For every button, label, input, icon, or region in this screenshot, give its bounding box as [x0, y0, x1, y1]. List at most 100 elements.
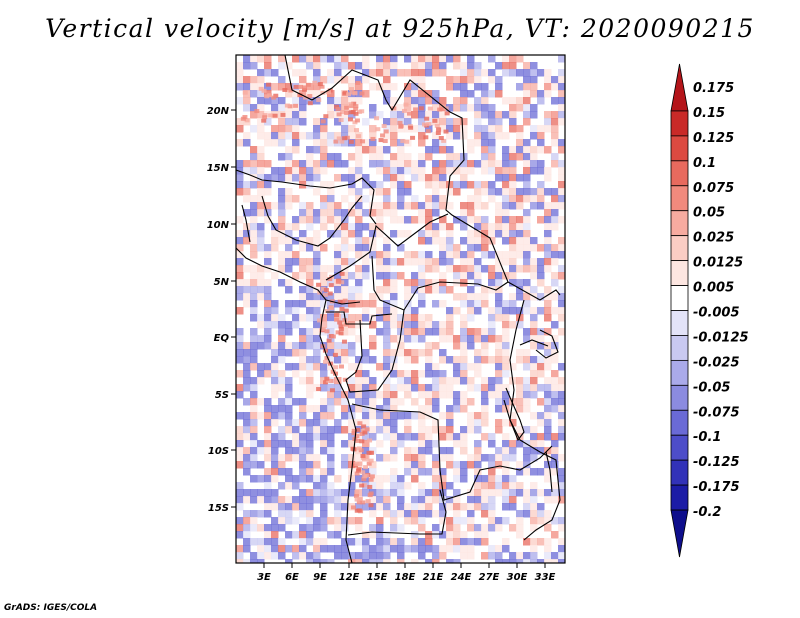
field-cell	[558, 111, 565, 119]
field-cell	[509, 202, 517, 210]
field-cell	[523, 195, 531, 203]
field-cell	[299, 258, 307, 266]
field-cell	[359, 483, 365, 488]
field-cell	[404, 83, 412, 91]
field-cell	[341, 552, 349, 560]
field-cell	[558, 384, 565, 392]
field-cell	[474, 132, 482, 140]
colorbar-swatch	[670, 63, 689, 112]
field-cell	[348, 272, 356, 280]
field-cell	[334, 321, 342, 329]
field-cell	[341, 339, 347, 344]
field-cell	[404, 160, 412, 168]
field-cell	[250, 363, 258, 371]
field-cell	[327, 202, 335, 210]
field-cell	[551, 244, 559, 252]
field-cell	[362, 223, 370, 231]
field-cell	[320, 90, 326, 95]
field-cell	[320, 202, 328, 210]
field-cell	[432, 69, 440, 77]
field-cell	[250, 125, 258, 133]
field-cell	[404, 97, 412, 105]
field-cell	[537, 363, 545, 371]
field-cell	[418, 468, 426, 476]
field-cell	[516, 482, 524, 490]
field-cell	[320, 468, 328, 476]
field-cell	[516, 237, 524, 245]
field-cell	[551, 356, 559, 364]
field-cell	[558, 202, 565, 210]
field-cell	[383, 167, 391, 175]
field-cell	[257, 118, 265, 126]
field-cell	[544, 314, 552, 322]
field-cell	[376, 314, 384, 322]
field-cell	[453, 440, 461, 448]
field-cell	[390, 97, 398, 105]
field-cell	[278, 55, 286, 63]
field-cell	[299, 531, 307, 539]
field-cell	[474, 244, 482, 252]
field-cell	[425, 510, 433, 518]
field-cell	[398, 123, 404, 128]
field-cell	[530, 391, 538, 399]
field-cell	[236, 272, 244, 280]
field-cell	[369, 104, 377, 112]
field-cell	[474, 160, 482, 168]
field-cell	[544, 237, 552, 245]
field-cell	[376, 111, 384, 119]
field-cell	[369, 384, 377, 392]
field-cell	[264, 482, 272, 490]
field-cell	[460, 202, 468, 210]
field-cell	[334, 503, 342, 511]
field-cell	[509, 223, 517, 231]
field-cell	[243, 62, 251, 70]
field-cell	[411, 321, 419, 329]
field-cell	[537, 419, 545, 427]
field-cell	[313, 244, 321, 252]
field-cell	[397, 552, 405, 560]
field-cell	[418, 153, 426, 161]
field-cell	[376, 307, 384, 315]
field-cell	[327, 440, 335, 448]
field-cell	[425, 370, 433, 378]
field-cell	[523, 62, 531, 70]
field-cell	[341, 258, 349, 266]
field-cell	[376, 475, 384, 483]
field-cell	[551, 272, 559, 280]
field-cell	[474, 524, 482, 532]
field-cell	[306, 272, 314, 280]
field-cell	[495, 349, 503, 357]
field-cell	[523, 223, 531, 231]
field-cell	[292, 482, 300, 490]
field-cell	[418, 237, 426, 245]
field-cell	[425, 314, 433, 322]
field-cell	[285, 230, 293, 238]
field-cell	[306, 370, 314, 378]
field-cell	[250, 349, 258, 357]
field-cell	[404, 328, 412, 336]
field-cell	[411, 370, 419, 378]
field-cell	[306, 335, 314, 343]
field-cell	[551, 139, 559, 147]
field-cell	[488, 188, 496, 196]
field-cell	[353, 493, 359, 498]
field-cell	[285, 482, 293, 490]
field-cell	[537, 160, 545, 168]
field-cell	[334, 174, 342, 182]
field-cell	[250, 419, 258, 427]
field-cell	[341, 195, 349, 203]
field-cell	[313, 454, 321, 462]
field-cell	[299, 272, 307, 280]
field-cell	[338, 324, 344, 329]
field-cell	[362, 300, 370, 308]
field-cell	[509, 244, 517, 252]
field-cell	[355, 300, 363, 308]
field-cell	[369, 69, 377, 77]
field-cell	[502, 475, 510, 483]
field-cell	[236, 384, 244, 392]
field-cell	[334, 384, 342, 392]
lon-label: 6E	[285, 572, 299, 583]
field-cell	[411, 349, 419, 357]
field-cell	[495, 300, 503, 308]
field-cell	[481, 335, 489, 343]
